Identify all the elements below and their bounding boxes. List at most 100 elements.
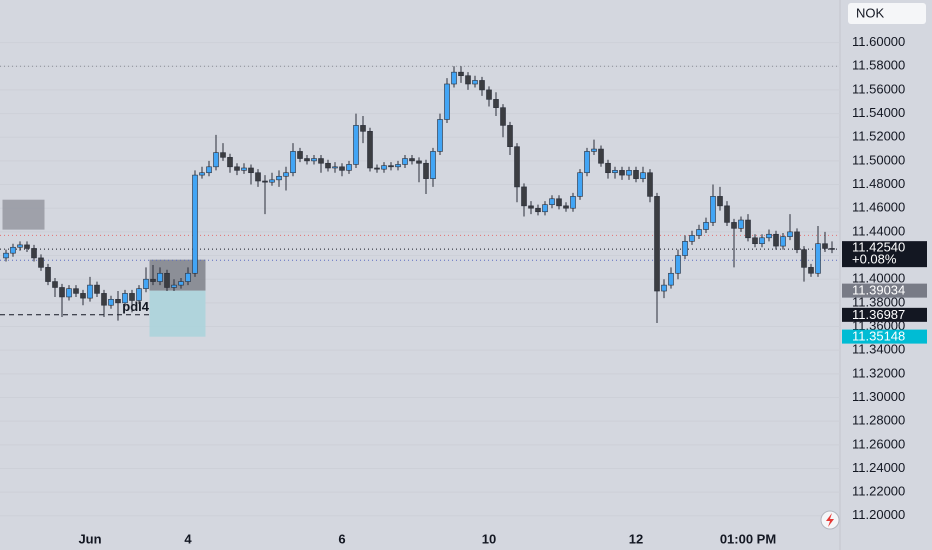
y-tick-label: 11.22000 (852, 484, 905, 499)
x-tick-label: 12 (629, 531, 643, 546)
candle-body (472, 80, 478, 85)
x-tick-label: 01:00 PM (720, 531, 776, 546)
candle-body (808, 267, 814, 274)
zone (149, 290, 206, 337)
candle-body (360, 125, 366, 132)
candle-body (332, 166, 338, 169)
candle-body (409, 158, 415, 162)
y-tick-label: 11.30000 (852, 389, 905, 404)
candle-body (598, 148, 604, 164)
candle-body (402, 158, 408, 165)
candle-body (738, 219, 744, 229)
candle-body (164, 272, 170, 288)
price-label-box (842, 307, 927, 322)
candle-body (822, 243, 828, 249)
candle-body (759, 237, 765, 245)
candle-body (367, 131, 373, 169)
candle-body (451, 71, 457, 85)
candle-body (752, 237, 758, 245)
candle-body (115, 299, 121, 304)
candle-body (717, 196, 723, 207)
y-tick-label: 11.38000 (852, 294, 905, 309)
candle-body (668, 272, 674, 286)
candle-body (255, 172, 261, 182)
candle-body (682, 241, 688, 256)
price-label: 11.35148 (852, 329, 905, 344)
y-tick-label: 11.40000 (852, 271, 905, 286)
y-tick-label: 11.28000 (852, 413, 905, 428)
candle-body (577, 172, 583, 197)
candle-body (199, 172, 205, 176)
candle-body (136, 288, 142, 301)
candle-body (528, 205, 534, 209)
candle-body (227, 157, 233, 168)
x-tick-label: 4 (184, 531, 192, 546)
candle-body (290, 151, 296, 174)
candle-body (549, 198, 555, 205)
y-tick-label: 11.24000 (852, 460, 905, 475)
candle-body (493, 99, 499, 108)
candle-body (444, 83, 450, 120)
candle-body (143, 278, 149, 289)
candle-body (430, 151, 436, 179)
candle-body (815, 243, 821, 274)
candle-body (661, 284, 667, 292)
candle-body (486, 89, 492, 100)
candle-body (276, 175, 282, 181)
candle-body (374, 167, 380, 170)
candle-body (773, 233, 779, 247)
candle-body (129, 293, 135, 301)
y-tick-label: 11.26000 (852, 436, 905, 451)
candle-body (542, 204, 548, 213)
y-tick-label: 11.44000 (852, 223, 905, 238)
candle-body (605, 162, 611, 174)
candle-body (339, 166, 345, 171)
y-tick-label: 11.32000 (852, 365, 905, 380)
candle-body (213, 152, 219, 168)
candle-body (640, 172, 646, 179)
candle-body (80, 293, 86, 299)
candle-body (262, 180, 268, 183)
candle-body (297, 151, 303, 159)
candle-body (507, 125, 513, 147)
candle-body (150, 278, 156, 282)
candle-body (325, 162, 331, 169)
candle-body (626, 170, 632, 176)
candle-body (220, 152, 226, 158)
candle-body (346, 164, 352, 171)
candle-body (248, 167, 254, 174)
candle-body (241, 167, 247, 171)
candle-body (87, 284, 93, 299)
candle-body (31, 248, 37, 259)
candle-body (45, 267, 51, 282)
price-label: 11.36987 (852, 307, 905, 322)
candle-body (381, 165, 387, 170)
candle-body (500, 107, 506, 126)
candle-body (584, 151, 590, 174)
zone (2, 199, 45, 230)
level-label: pdl4 (122, 299, 149, 314)
candle-body (10, 246, 16, 254)
last-change: +0.08% (852, 252, 897, 267)
candle-body (514, 146, 520, 188)
y-tick-label: 11.60000 (852, 34, 905, 49)
candle-body (3, 252, 9, 259)
candle-body (675, 255, 681, 274)
candle-body (304, 158, 310, 162)
y-tick-label: 11.34000 (852, 342, 905, 357)
x-tick-label: 6 (338, 531, 345, 546)
bolt-icon[interactable] (820, 510, 840, 530)
candle-body (311, 158, 317, 162)
candle-body (437, 119, 443, 152)
candle-body (101, 293, 107, 306)
currency-badge[interactable] (848, 3, 926, 24)
candle-body (24, 244, 30, 249)
candle-body (745, 219, 751, 239)
last-price: 11.42540 (852, 240, 905, 255)
candle-body (696, 229, 702, 236)
candle-body (234, 166, 240, 171)
y-tick-label: 11.48000 (852, 176, 905, 191)
candle-body (556, 198, 562, 207)
candle-body (283, 172, 289, 177)
